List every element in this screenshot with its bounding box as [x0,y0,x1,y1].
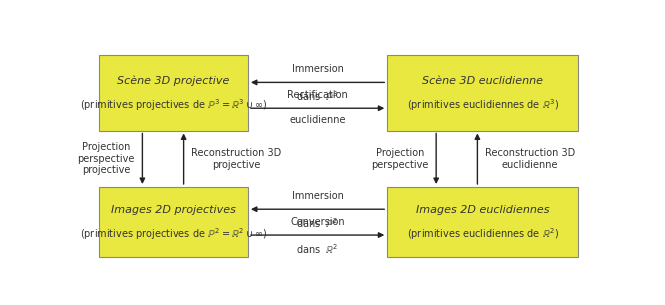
Text: dans  $\mathbb{P}^2$: dans $\mathbb{P}^2$ [297,216,339,230]
Text: Images 2D euclidiennes: Images 2D euclidiennes [416,205,549,215]
Bar [387,187,578,257]
Text: (primitives euclidiennes de $\mathbb{R}^3$): (primitives euclidiennes de $\mathbb{R}^… [406,97,559,113]
Text: (primitives euclidiennes de $\mathbb{R}^2$): (primitives euclidiennes de $\mathbb{R}^… [406,226,559,242]
Text: Images 2D projectives: Images 2D projectives [111,205,236,215]
Text: Scène 3D projective: Scène 3D projective [117,76,229,87]
Text: (primitives projectives de $\mathbb{P}^2 = \mathbb{R}^2 \cup \infty$): (primitives projectives de $\mathbb{P}^2… [80,226,267,242]
Text: Reconstruction 3D
projective: Reconstruction 3D projective [192,148,281,170]
Text: Scène 3D euclidienne: Scène 3D euclidienne [422,76,543,86]
Text: Reconstruction 3D
euclidienne: Reconstruction 3D euclidienne [485,148,575,170]
Text: (primitives projectives de $\mathbb{P}^3 = \mathbb{R}^3 \cup \infty$): (primitives projectives de $\mathbb{P}^3… [80,97,267,113]
Text: Projection
perspective
projective: Projection perspective projective [77,142,134,175]
Text: Rectification: Rectification [287,90,348,100]
Bar [387,56,578,131]
Bar [98,56,248,131]
Text: Projection
perspective: Projection perspective [371,148,428,170]
Bar [98,187,248,257]
Text: dans  $\mathbb{P}^3$: dans $\mathbb{P}^3$ [297,89,339,103]
Text: Immersion: Immersion [292,191,344,201]
Text: dans  $\mathbb{R}^2$: dans $\mathbb{R}^2$ [297,242,339,256]
Text: Conversion: Conversion [291,217,345,227]
Text: Immersion: Immersion [292,64,344,74]
Text: euclidienne: euclidienne [289,115,346,125]
